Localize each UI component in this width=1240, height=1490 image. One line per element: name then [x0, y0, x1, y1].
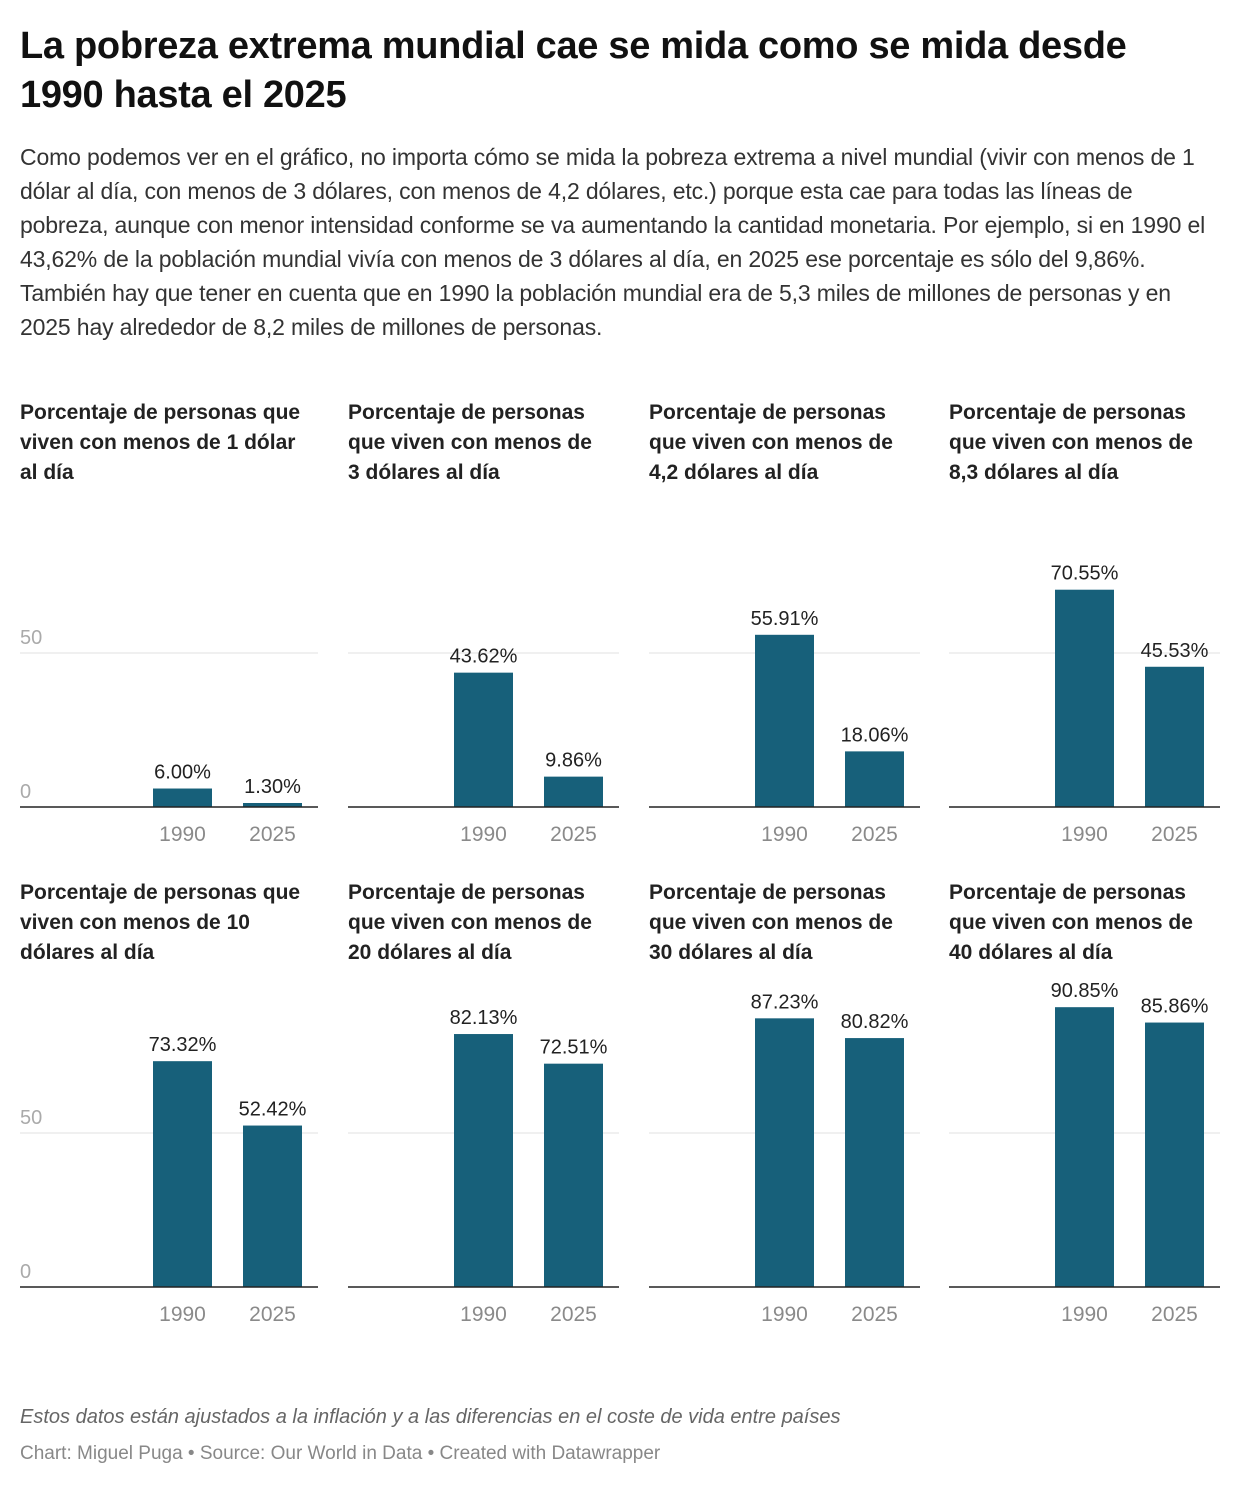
panel-title: Porcentaje de personas que viven con men…	[348, 881, 592, 964]
x-tick-label: 1990	[460, 823, 507, 846]
x-tick-label: 1990	[460, 1303, 507, 1326]
value-label: 87.23%	[751, 991, 819, 1013]
description: Como podemos ver en el gráfico, no impor…	[20, 144, 1206, 340]
panel-title: Porcentaje de personas que viven con men…	[649, 401, 893, 484]
bar-2025	[544, 1063, 603, 1287]
bar-1990	[454, 1034, 513, 1287]
bar-1990	[454, 672, 513, 807]
value-label: 55.91%	[751, 608, 819, 630]
bar-2025	[845, 751, 904, 807]
bar-2025	[1145, 1022, 1204, 1287]
panel-title: Porcentaje de personas que viven con men…	[949, 881, 1193, 964]
bar-chart: 55.91% 1990 18.06% 2025	[649, 608, 920, 846]
panel-title: Porcentaje de personas que viven con men…	[348, 401, 592, 484]
x-tick-label: 1990	[1061, 1303, 1108, 1326]
y-tick-label: 50	[20, 627, 42, 649]
footnote: Estos datos están ajustados a la inflaci…	[20, 1406, 841, 1428]
bar-1990	[153, 1061, 212, 1287]
x-tick-label: 2025	[550, 823, 597, 846]
value-label: 1.30%	[244, 776, 301, 798]
bar-1990	[1055, 589, 1114, 807]
panel-title: Porcentaje de personas que viven con men…	[949, 401, 1193, 484]
value-label: 80.82%	[841, 1011, 909, 1033]
value-label: 18.06%	[841, 724, 909, 746]
y-tick-label: 50	[20, 1107, 42, 1129]
y-tick-label: 0	[20, 781, 31, 803]
panel-title: Porcentaje de personas que viven con men…	[649, 881, 893, 964]
y-tick-label: 0	[20, 1261, 31, 1283]
x-tick-label: 2025	[249, 1303, 296, 1326]
chart-panel: Porcentaje de personas que viven con men…	[20, 398, 318, 858]
value-label: 52.42%	[239, 1099, 307, 1121]
bar-chart: 82.13% 1990 72.51% 2025	[348, 1007, 619, 1326]
value-label: 9.86%	[545, 750, 602, 772]
bar-chart: 87.23% 1990 80.82% 2025	[649, 991, 920, 1326]
value-label: 85.86%	[1141, 996, 1209, 1018]
bar-chart: 43.62% 1990 9.86% 2025	[348, 646, 619, 846]
bar-1990	[153, 788, 212, 807]
bar-1990	[755, 634, 814, 807]
bar-2025	[845, 1038, 904, 1287]
chart-panel: Porcentaje de personas que viven con men…	[348, 878, 619, 1338]
bar-1990	[1055, 1007, 1114, 1287]
x-tick-label: 2025	[249, 823, 296, 846]
x-tick-label: 2025	[1151, 1303, 1198, 1326]
value-label: 43.62%	[450, 646, 518, 668]
value-label: 6.00%	[154, 762, 211, 784]
bar-chart: 70.55% 1990 45.53% 2025	[949, 563, 1220, 846]
chart-panel: Porcentaje de personas que viven con men…	[348, 398, 619, 858]
bar-2025	[243, 1125, 302, 1287]
x-tick-label: 2025	[851, 1303, 898, 1326]
chart-panel: Porcentaje de personas que viven con men…	[949, 878, 1220, 1338]
chart-panel: Porcentaje de personas que viven con men…	[20, 878, 318, 1338]
bar-2025	[544, 776, 603, 807]
chart-panel: Porcentaje de personas que viven con men…	[949, 398, 1220, 858]
panel-title: Porcentaje de personas que viven con men…	[20, 401, 301, 484]
bar-chart: 90.85% 1990 85.86% 2025	[949, 980, 1220, 1326]
x-tick-label: 2025	[851, 823, 898, 846]
x-tick-label: 2025	[1151, 823, 1198, 846]
x-tick-label: 2025	[550, 1303, 597, 1326]
bar-chart: 0 50 73.32% 1990 52.42% 2025	[20, 1034, 318, 1326]
bar-1990	[755, 1018, 814, 1287]
value-label: 45.53%	[1141, 640, 1209, 662]
panel-title: Porcentaje de personas que viven con men…	[20, 881, 301, 964]
x-tick-label: 1990	[159, 823, 206, 846]
value-label: 70.55%	[1051, 563, 1119, 585]
x-tick-label: 1990	[761, 823, 808, 846]
bar-2025	[243, 802, 302, 807]
value-label: 72.51%	[540, 1037, 608, 1059]
x-tick-label: 1990	[761, 1303, 808, 1326]
bar-2025	[1145, 666, 1204, 807]
credit-line: Chart: Miguel Puga • Source: Our World i…	[20, 1443, 661, 1464]
chart-panel: Porcentaje de personas que viven con men…	[649, 878, 920, 1338]
value-label: 90.85%	[1051, 980, 1119, 1002]
bar-chart: 0 50 6.00% 1990 1.30% 2025	[20, 627, 318, 846]
value-label: 82.13%	[450, 1007, 518, 1029]
page-title: La pobreza extrema mundial cae se mida c…	[20, 25, 1127, 116]
chart-panel: Porcentaje de personas que viven con men…	[649, 398, 920, 858]
x-tick-label: 1990	[159, 1303, 206, 1326]
value-label: 73.32%	[149, 1034, 217, 1056]
x-tick-label: 1990	[1061, 823, 1108, 846]
